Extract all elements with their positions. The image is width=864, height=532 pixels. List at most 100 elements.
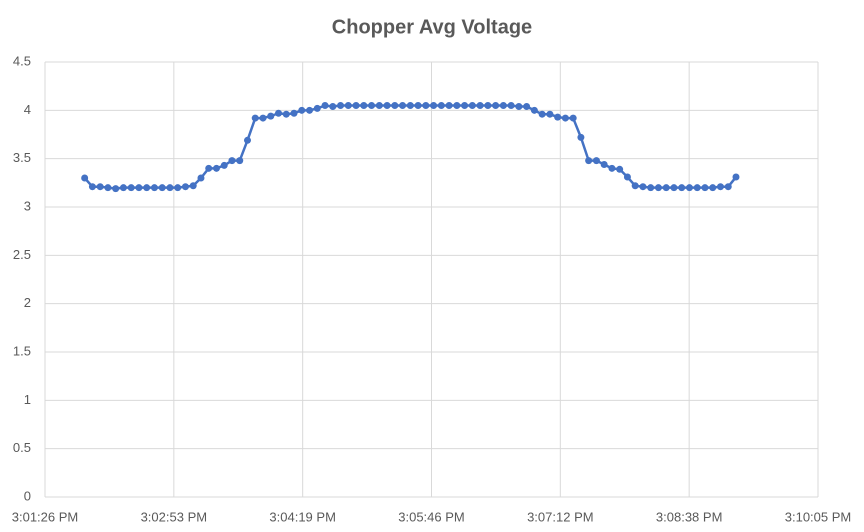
data-point — [716, 183, 724, 191]
x-tick-label: 3:05:46 PM — [398, 509, 465, 524]
data-point — [701, 184, 709, 192]
data-point — [205, 164, 213, 172]
data-point — [492, 102, 500, 109]
data-point — [337, 102, 345, 109]
data-point — [647, 184, 655, 192]
data-point — [282, 110, 290, 118]
data-point — [639, 183, 647, 191]
y-tick-label: 0 — [24, 488, 31, 503]
x-tick-label: 3:07:12 PM — [527, 509, 594, 524]
data-point — [732, 173, 740, 181]
data-point — [150, 184, 158, 192]
x-tick-label: 3:02:53 PM — [141, 509, 208, 524]
data-point — [290, 109, 298, 117]
data-point — [251, 114, 259, 122]
data-point — [375, 102, 383, 109]
data-point — [344, 102, 352, 109]
data-point — [499, 102, 507, 109]
data-point — [313, 104, 321, 112]
data-point — [662, 184, 670, 192]
data-point — [352, 102, 360, 109]
data-point — [181, 183, 189, 191]
y-tick-label: 2.5 — [13, 247, 31, 262]
data-point — [631, 182, 639, 190]
data-point — [616, 165, 624, 173]
data-point — [127, 184, 135, 192]
data-point — [476, 102, 484, 109]
data-point — [143, 184, 151, 192]
data-point — [243, 136, 251, 144]
data-point — [158, 184, 166, 192]
data-point — [530, 106, 538, 114]
data-point — [166, 184, 174, 192]
data-point — [135, 184, 143, 192]
data-point — [693, 184, 701, 192]
data-point — [685, 184, 693, 192]
data-point — [600, 160, 608, 168]
data-point — [197, 174, 205, 182]
data-point — [189, 182, 197, 190]
data-point — [96, 183, 104, 191]
data-point — [654, 184, 662, 192]
data-point — [523, 102, 531, 110]
data-point — [267, 112, 275, 120]
data-point — [422, 102, 430, 109]
data-point — [507, 102, 515, 109]
x-tick-label: 3:10:05 PM — [785, 509, 852, 524]
data-point — [515, 102, 523, 110]
y-tick-label: 3.5 — [13, 150, 31, 165]
data-point — [391, 102, 399, 109]
y-tick-label: 2 — [24, 295, 31, 310]
data-point — [406, 102, 414, 109]
data-point — [236, 157, 244, 165]
data-point — [724, 183, 732, 191]
data-point — [306, 106, 314, 114]
data-point — [546, 110, 554, 118]
data-point — [453, 102, 461, 109]
data-point — [445, 102, 453, 109]
data-point — [329, 102, 337, 110]
data-point — [538, 110, 546, 118]
data-point — [678, 184, 686, 192]
y-tick-label: 3 — [24, 198, 31, 213]
data-point — [321, 102, 329, 109]
data-point — [88, 183, 96, 191]
data-point — [399, 102, 407, 109]
y-tick-label: 0.5 — [13, 440, 31, 455]
data-point — [174, 184, 182, 192]
data-point — [414, 102, 422, 109]
x-tick-label: 3:04:19 PM — [269, 509, 336, 524]
data-point — [228, 157, 236, 165]
data-point — [437, 102, 445, 109]
data-point — [119, 184, 127, 192]
data-point — [112, 185, 120, 193]
data-point — [220, 161, 228, 169]
data-point — [554, 113, 562, 121]
data-point — [81, 174, 89, 182]
y-tick-label: 4 — [24, 102, 31, 117]
y-tick-label: 1.5 — [13, 343, 31, 358]
data-point — [577, 133, 585, 141]
data-point — [368, 102, 376, 109]
data-point — [275, 109, 283, 117]
data-point — [383, 102, 391, 109]
data-point — [561, 114, 569, 122]
data-point — [212, 164, 220, 172]
data-point — [298, 106, 306, 114]
data-point — [468, 102, 476, 109]
data-point — [709, 184, 717, 192]
data-point — [569, 114, 577, 122]
data-point — [104, 184, 112, 192]
data-point — [461, 102, 469, 109]
data-point — [608, 164, 616, 172]
data-point — [259, 114, 267, 122]
data-point — [484, 102, 492, 109]
data-point — [430, 102, 438, 109]
data-point — [623, 173, 631, 181]
x-tick-label: 3:08:38 PM — [656, 509, 723, 524]
data-point — [585, 157, 593, 165]
y-tick-label: 1 — [24, 392, 31, 407]
data-point — [360, 102, 368, 109]
y-tick-label: 4.5 — [13, 53, 31, 68]
chart-title: Chopper Avg Voltage — [332, 16, 532, 38]
